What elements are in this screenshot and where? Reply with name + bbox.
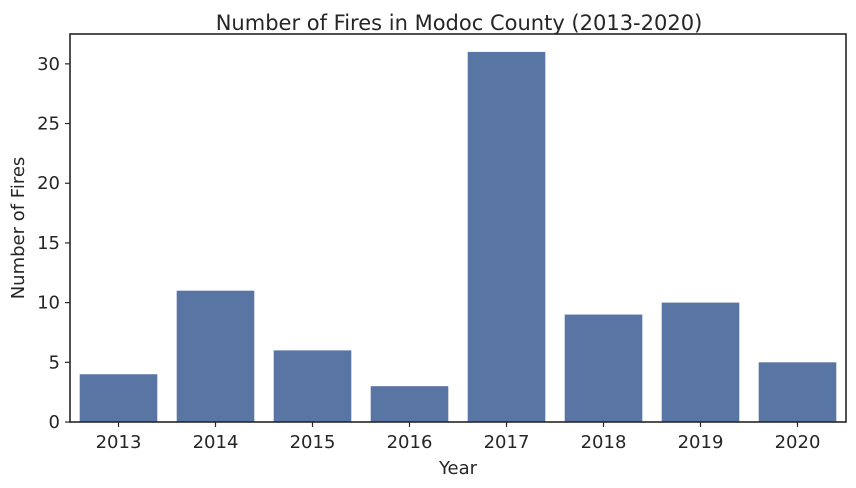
bars-group bbox=[79, 51, 837, 423]
x-tick-label: 2016 bbox=[387, 432, 433, 453]
y-tick-label: 30 bbox=[37, 54, 60, 75]
bar-2020 bbox=[758, 362, 837, 422]
y-tick-label: 0 bbox=[49, 412, 60, 433]
x-tick-label: 2014 bbox=[193, 432, 239, 453]
y-tick-label: 15 bbox=[37, 233, 60, 254]
x-tick-label: 2020 bbox=[775, 432, 821, 453]
bar-2013 bbox=[79, 374, 158, 422]
y-axis: 0 5 10 15 20 25 30 bbox=[37, 54, 70, 433]
y-tick-label: 20 bbox=[37, 173, 60, 194]
bar-2019 bbox=[661, 302, 740, 422]
bar-2014 bbox=[176, 290, 255, 422]
bar-2016 bbox=[370, 386, 449, 422]
y-axis-label: Number of Fires bbox=[8, 157, 29, 300]
x-axis-label: Year bbox=[438, 458, 478, 479]
plot-frame bbox=[69, 33, 847, 423]
y-tick-label: 10 bbox=[37, 293, 60, 314]
bar-2015 bbox=[273, 350, 352, 422]
bar-2018 bbox=[564, 314, 643, 422]
y-tick-label: 5 bbox=[49, 352, 60, 373]
bar-2017 bbox=[467, 51, 546, 423]
x-axis: 2013 2014 2015 2016 2017 2018 2019 2020 bbox=[96, 422, 821, 453]
chart-title: Number of Fires in Modoc County (2013-20… bbox=[216, 11, 703, 35]
x-tick-label: 2015 bbox=[290, 432, 336, 453]
x-tick-label: 2017 bbox=[484, 432, 530, 453]
x-tick-label: 2019 bbox=[678, 432, 724, 453]
y-tick-label: 25 bbox=[37, 114, 60, 135]
x-tick-label: 2013 bbox=[96, 432, 142, 453]
x-tick-label: 2018 bbox=[581, 432, 627, 453]
